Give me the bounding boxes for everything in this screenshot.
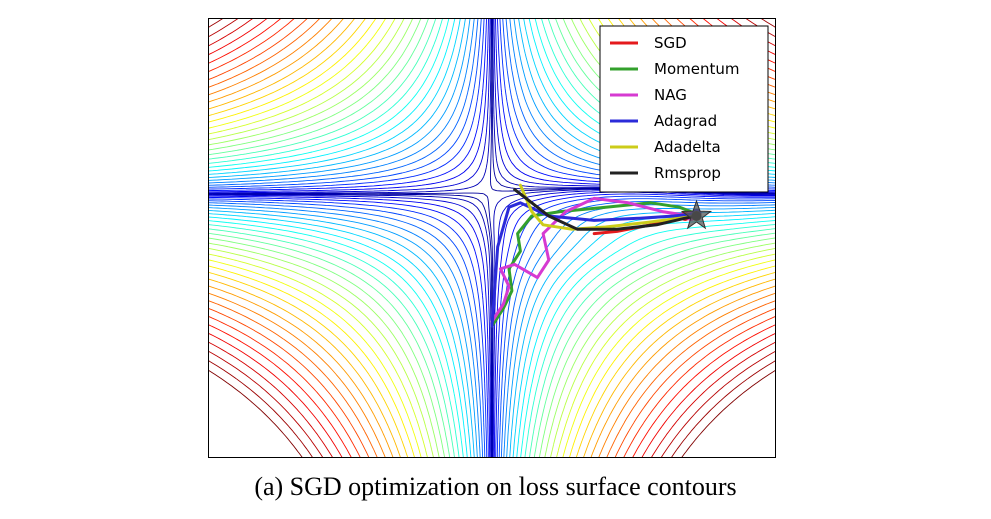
contour-line (208, 18, 776, 458)
contour-line (208, 18, 776, 458)
legend-box (599, 25, 769, 193)
contour-line (208, 18, 776, 458)
contour-line (208, 18, 776, 458)
contour-line (208, 18, 776, 458)
loss-surface-plot: SGD Momentum NAG Adagrad Adadelta Rmsprop (208, 18, 776, 458)
contour-line (208, 18, 776, 458)
legend-label-adadelta: Adadelta (654, 138, 721, 156)
trajectory-rmsprop (513, 188, 698, 231)
contour-line (208, 18, 776, 458)
plot-frame (208, 18, 776, 458)
contour-line (208, 18, 776, 458)
contour-line (208, 18, 776, 458)
contour-line (680, 369, 776, 458)
trajectory-nag (490, 196, 693, 324)
legend: SGD Momentum NAG Adagrad Adadelta Rmsprop (599, 25, 769, 193)
contour-line (208, 18, 776, 458)
contour-line (208, 18, 776, 458)
legend-label-momentum: Momentum (654, 60, 739, 78)
trajectory-momentum (490, 201, 698, 328)
legend-label-nag: NAG (654, 86, 687, 104)
legend-label-rmsprop: Rmsprop (654, 164, 721, 182)
minimum-star-icon (680, 199, 713, 230)
contour-line (208, 18, 776, 458)
legend-label-adagrad: Adagrad (654, 112, 717, 130)
contour-line (208, 18, 776, 458)
minimum-marker-layer (680, 199, 713, 230)
figure-caption: (a) SGD optimization on loss surface con… (254, 472, 737, 501)
contour-line (208, 18, 776, 458)
contour-line (208, 18, 776, 458)
contour-lines (208, 18, 776, 458)
legend-label-sgd: SGD (654, 34, 687, 52)
chart-svg: SGD Momentum NAG Adagrad Adadelta Rmsprop (208, 18, 776, 458)
contour-line (208, 18, 776, 458)
contour-line (208, 18, 776, 458)
contour-line (208, 18, 776, 458)
contour-line (208, 18, 776, 458)
contour-line (208, 18, 776, 458)
contour-line (208, 18, 776, 458)
contour-line (208, 369, 304, 458)
contour-line (208, 18, 776, 458)
